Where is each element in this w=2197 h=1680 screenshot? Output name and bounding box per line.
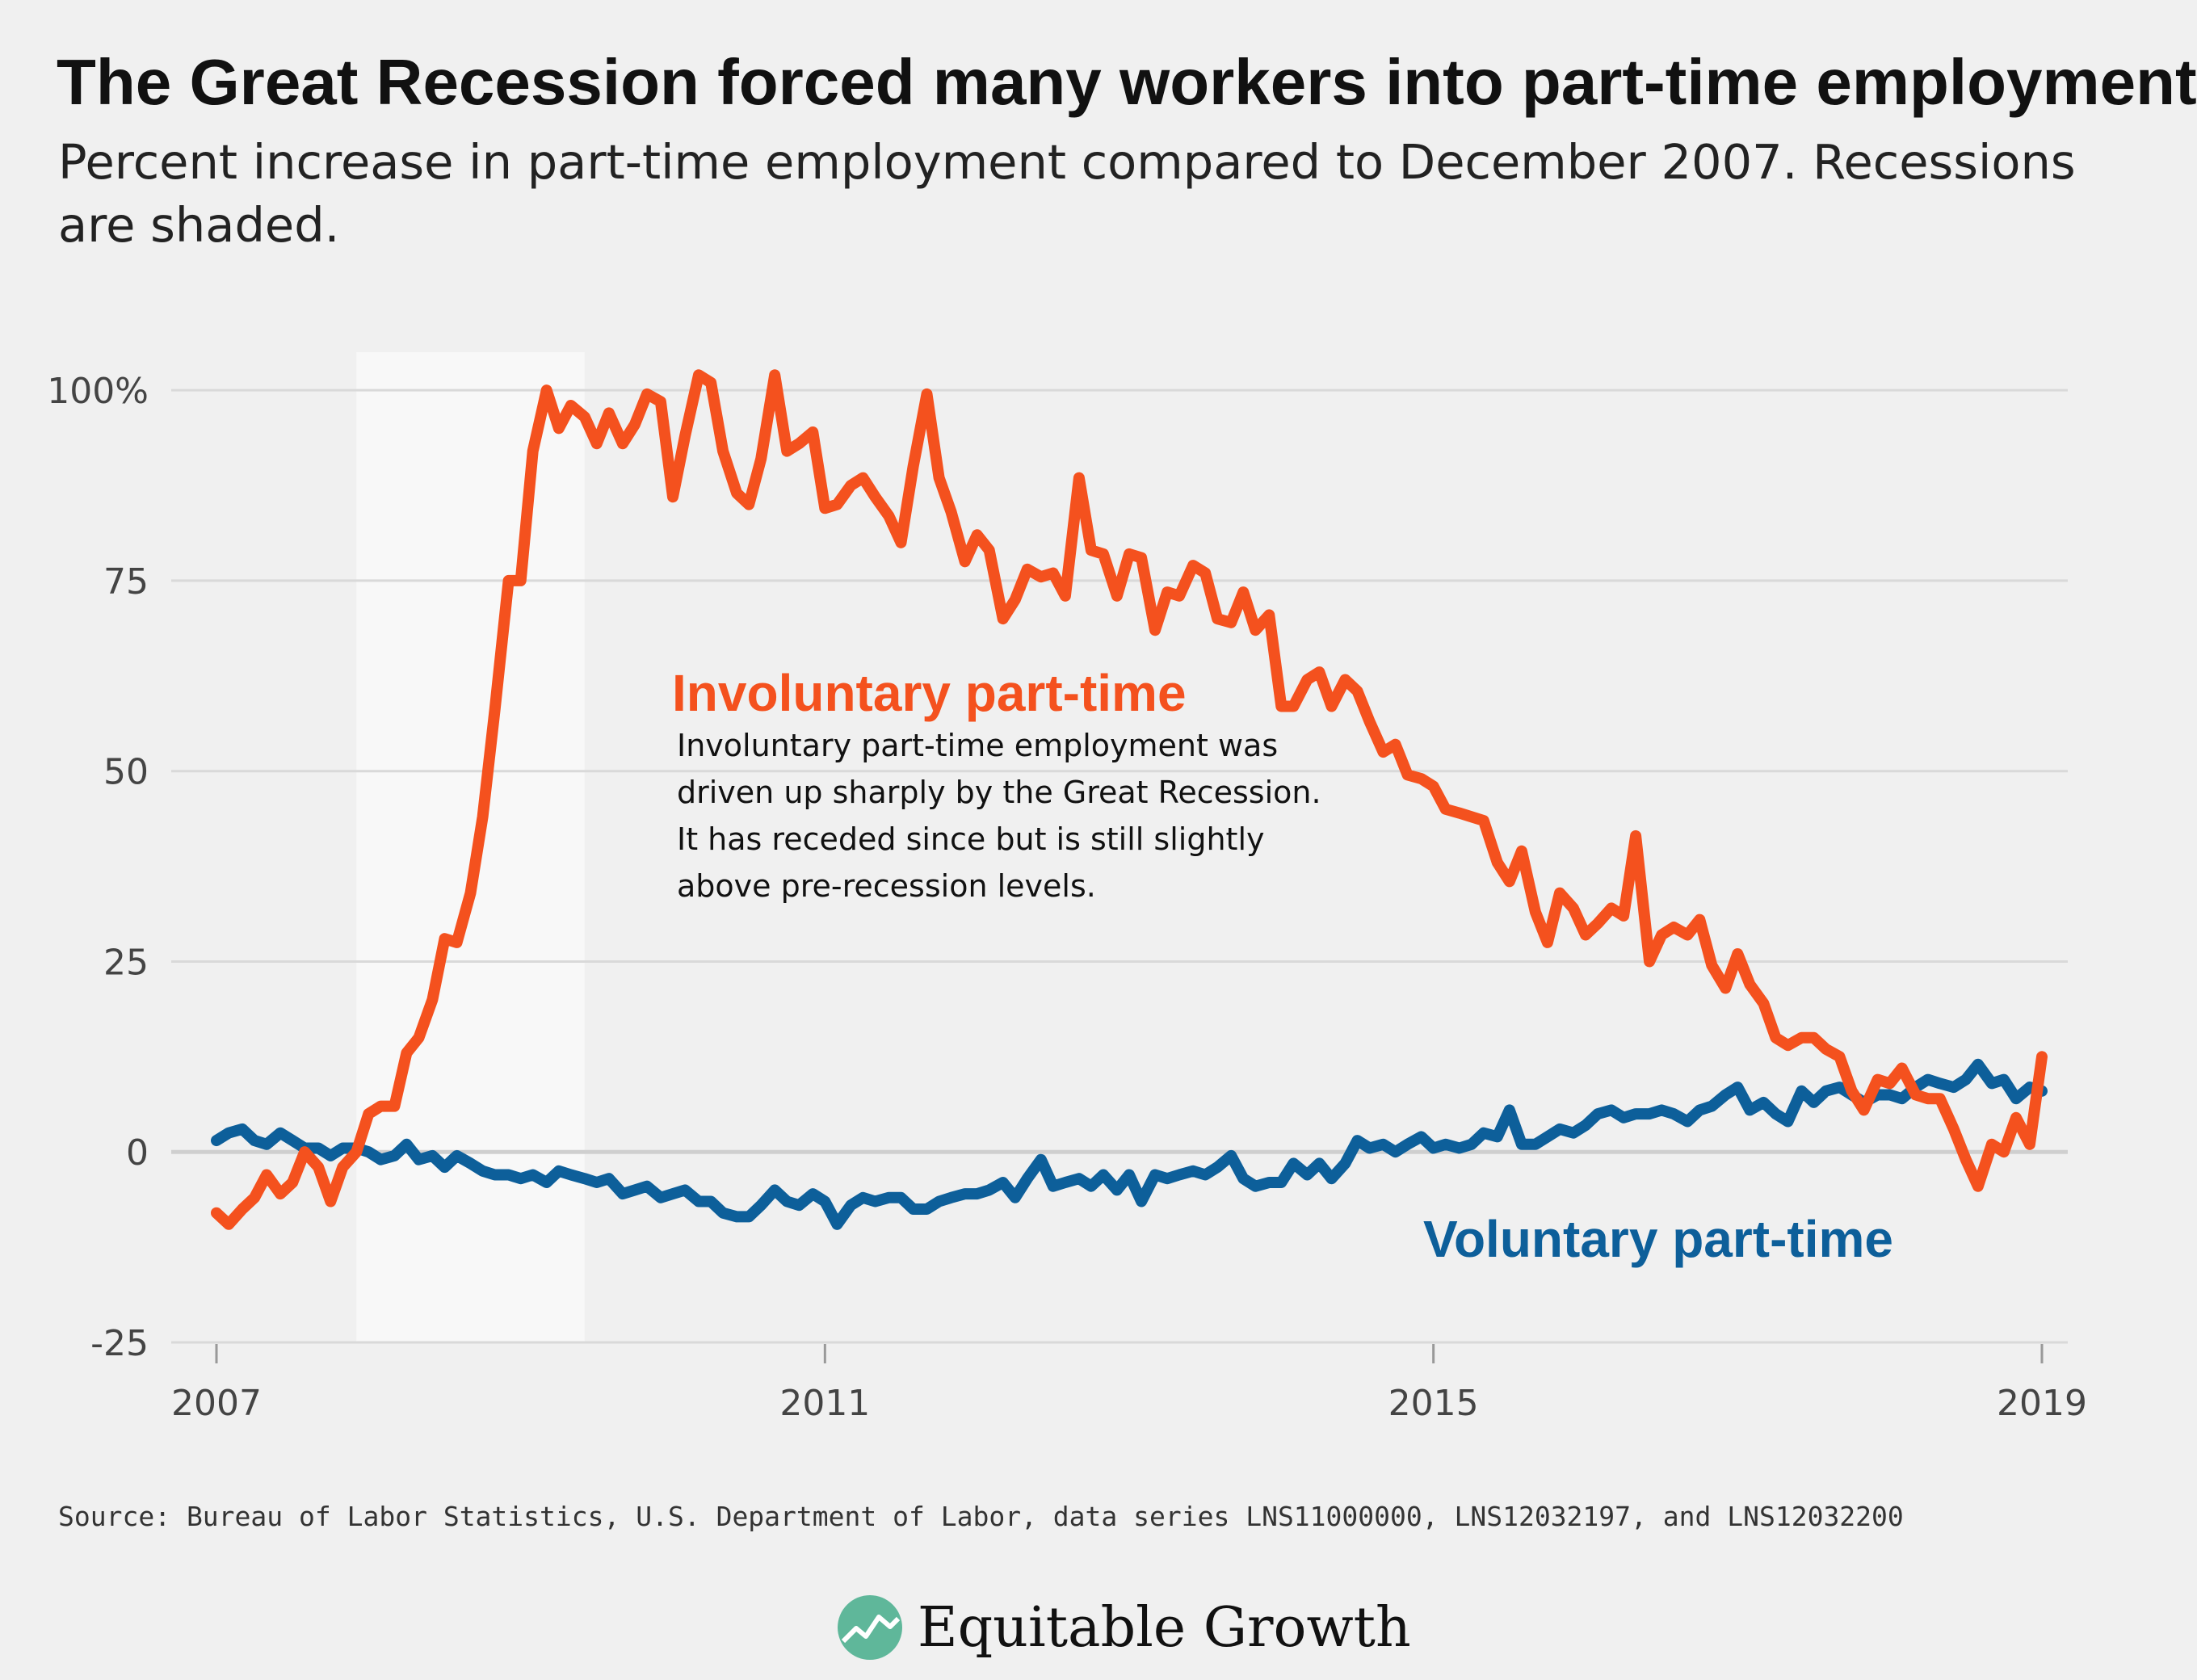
annotation-line-4: above pre-recession levels. <box>677 868 1096 904</box>
line-chart: -25 0 25 50 75 100% 2007 2011 2015 2019 Involunt… <box>47 352 2087 1424</box>
equitable-growth-logo: Equitable Growth <box>837 1583 1411 1672</box>
y-tick-label: 75 <box>103 561 149 603</box>
chart-title: The Great Recession forced many workers … <box>57 46 2197 118</box>
x-axis-ticks: 2007 2011 2015 2019 <box>171 1344 2087 1424</box>
chart-subtitle: Percent increase in part-time employment… <box>58 134 2076 253</box>
annotation-line-2: driven up sharply by the Great Recession… <box>677 775 1321 810</box>
series-lines <box>211 369 2048 1230</box>
y-tick-label: 100% <box>47 371 149 412</box>
involuntary-part-time-line <box>211 369 2048 1230</box>
recession-shade-1 <box>356 352 585 1342</box>
recession-shading-group <box>356 352 585 1342</box>
x-tick-label: 2011 <box>779 1383 870 1424</box>
y-axis-tick-labels: -25 0 25 50 75 100% <box>47 371 149 1364</box>
annotation-line-1: Involuntary part-time employment was <box>677 728 1278 763</box>
growth-chart-icon <box>838 1595 902 1660</box>
voluntary-series-label: Voluntary part-time <box>1423 1210 1893 1268</box>
annotation-line-3: It has receded since but is still slight… <box>677 821 1265 857</box>
y-tick-label: 50 <box>103 752 149 793</box>
x-tick-label: 2007 <box>171 1383 262 1424</box>
x-tick-label: 2019 <box>1997 1383 2087 1424</box>
source-note: Source: Bureau of Labor Statistics, U.S.… <box>58 1501 1904 1532</box>
voluntary-part-time-line <box>211 1058 2048 1230</box>
involuntary-series-label: Involuntary part-time <box>672 664 1187 722</box>
x-tick-label: 2015 <box>1388 1383 1479 1424</box>
logo-text: Equitable Growth <box>918 1595 1411 1660</box>
y-tick-label: 25 <box>103 942 149 983</box>
y-tick-label: 0 <box>126 1132 149 1174</box>
annotations: Involuntary part-time Involuntary part-t… <box>672 664 1893 1268</box>
y-tick-label: -25 <box>90 1323 149 1364</box>
